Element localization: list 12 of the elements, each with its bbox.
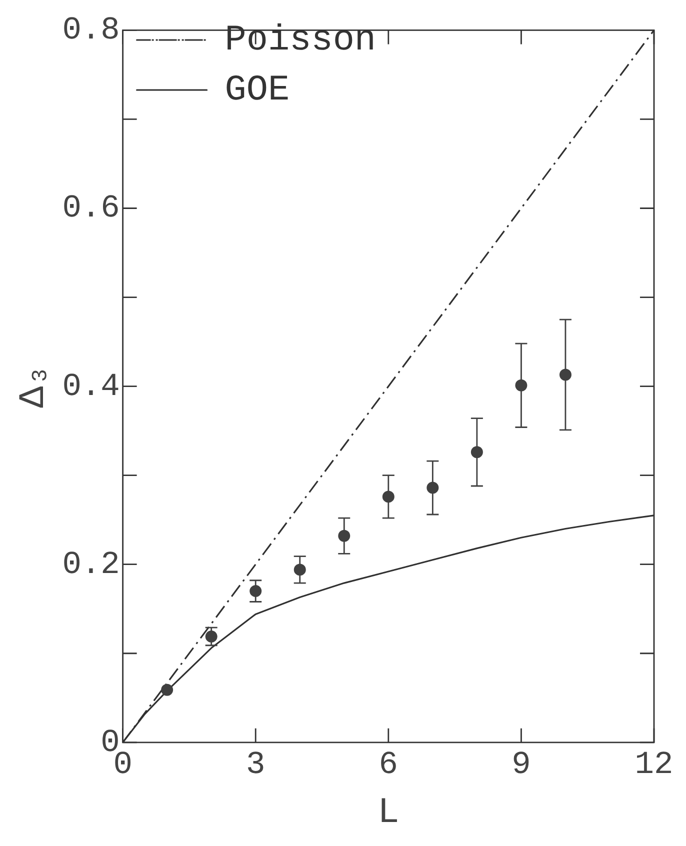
x-tick-label: 9 bbox=[512, 746, 531, 784]
y-tick-label: 0.6 bbox=[62, 190, 120, 227]
x-tick-label: 6 bbox=[378, 746, 398, 784]
legend-label: Poisson bbox=[224, 20, 376, 61]
y-tick-label: 0.8 bbox=[62, 12, 120, 49]
x-tick-label: 3 bbox=[246, 746, 266, 784]
y-tick-label: 0.4 bbox=[62, 368, 120, 405]
x-tick-label: 12 bbox=[634, 746, 674, 784]
y-axis-title: Δ₃ bbox=[13, 364, 54, 408]
x-axis-title: L bbox=[378, 792, 400, 833]
legend-label: GOE bbox=[224, 70, 290, 111]
y-tick-label: 0.2 bbox=[62, 546, 120, 583]
